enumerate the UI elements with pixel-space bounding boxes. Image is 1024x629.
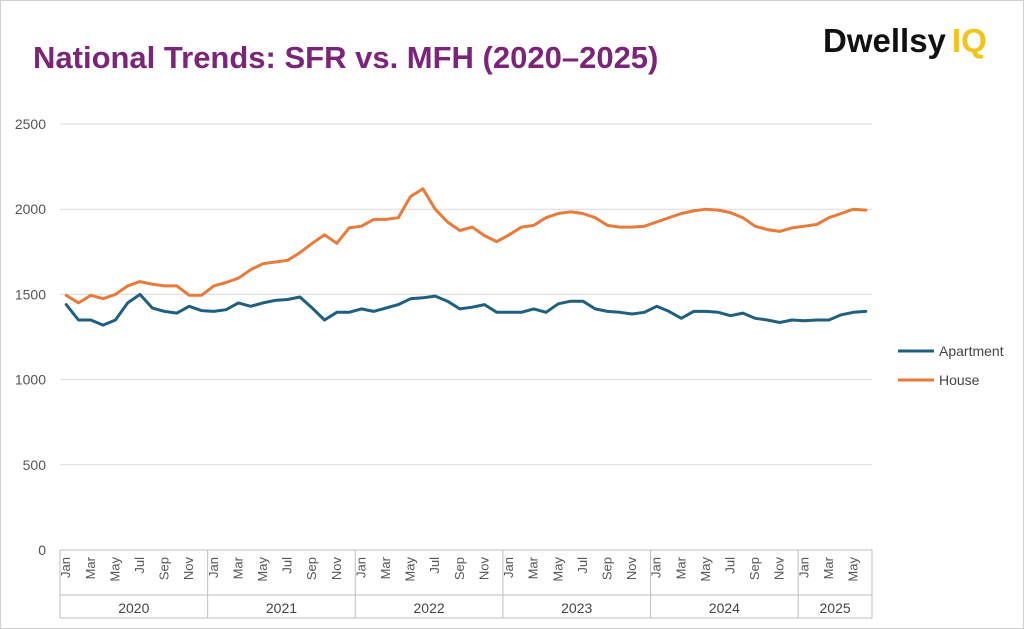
x-tick-label: Sep — [452, 557, 467, 580]
x-tick-label: Sep — [157, 557, 172, 580]
year-label: 2023 — [561, 600, 592, 616]
x-tick-label: Mar — [230, 556, 245, 579]
x-tick-label: May — [846, 557, 861, 582]
x-tick-label: Jan — [58, 557, 73, 578]
x-axis: Jan Mar May Jul Sep Nov 2020 Jan Mar May Jul Sep Nov… — [58, 550, 873, 619]
series-line-apartment — [64, 292, 868, 327]
gridlines — [60, 123, 872, 551]
year-label: 2024 — [709, 600, 740, 616]
year-label: 2021 — [266, 600, 297, 616]
x-tick-label: Nov — [181, 557, 196, 581]
x-tick-label: Jan — [353, 557, 368, 578]
legend-label-house: House — [939, 372, 980, 388]
x-tick-label: May — [550, 557, 565, 582]
x-tick-label: May — [107, 557, 122, 582]
y-tick-label: 2500 — [15, 116, 46, 132]
y-tick-label: 1000 — [15, 372, 46, 388]
y-tick-label: 500 — [23, 457, 47, 473]
year-label: 2020 — [118, 600, 149, 616]
x-tick-label: May — [698, 557, 713, 582]
year-label: 2022 — [414, 600, 445, 616]
x-tick-label: Mar — [526, 556, 541, 579]
x-tick-label: Sep — [304, 557, 319, 580]
x-tick-label: Jul — [723, 557, 738, 574]
x-tick-label: Mar — [83, 556, 98, 579]
dwellsy-iq-logo: Dwellsy IQ — [823, 22, 987, 60]
x-tick-label: Jul — [575, 557, 590, 574]
legend-label-apartment: Apartment — [939, 343, 1004, 359]
series-line-house — [64, 187, 868, 305]
y-tick-label: 2000 — [15, 201, 46, 217]
x-tick-label: Mar — [673, 556, 688, 579]
x-tick-label: Jan — [796, 557, 811, 578]
x-tick-label: Jul — [132, 557, 147, 574]
logo-iq-text: IQ — [951, 22, 987, 59]
legend: Apartment House — [898, 343, 1004, 388]
x-tick-label: May — [403, 557, 418, 582]
x-tick-label: Jul — [280, 557, 295, 574]
y-tick-label: 1500 — [15, 286, 46, 302]
x-tick-label: May — [255, 557, 270, 582]
y-axis-ticks: 0 500 1000 1500 2000 2500 — [15, 116, 46, 558]
x-tick-label: Jul — [427, 557, 442, 574]
series-lines — [64, 187, 868, 327]
y-tick-label: 0 — [38, 542, 46, 558]
logo-brand-text: Dwellsy — [823, 22, 946, 59]
x-tick-label: Jan — [206, 557, 221, 578]
x-tick-label: Nov — [476, 557, 491, 581]
chart-title: National Trends: SFR vs. MFH (2020–2025) — [33, 40, 659, 75]
x-tick-label: Nov — [624, 557, 639, 581]
x-tick-label: Sep — [599, 557, 614, 580]
x-tick-label: Jan — [501, 557, 516, 578]
x-tick-label: Nov — [329, 557, 344, 581]
x-tick-label: Mar — [821, 556, 836, 579]
x-tick-label: Jan — [649, 557, 664, 578]
x-tick-label: Mar — [378, 556, 393, 579]
year-label: 2025 — [820, 600, 851, 616]
x-tick-label: Sep — [747, 557, 762, 580]
x-tick-label: Nov — [772, 557, 787, 581]
